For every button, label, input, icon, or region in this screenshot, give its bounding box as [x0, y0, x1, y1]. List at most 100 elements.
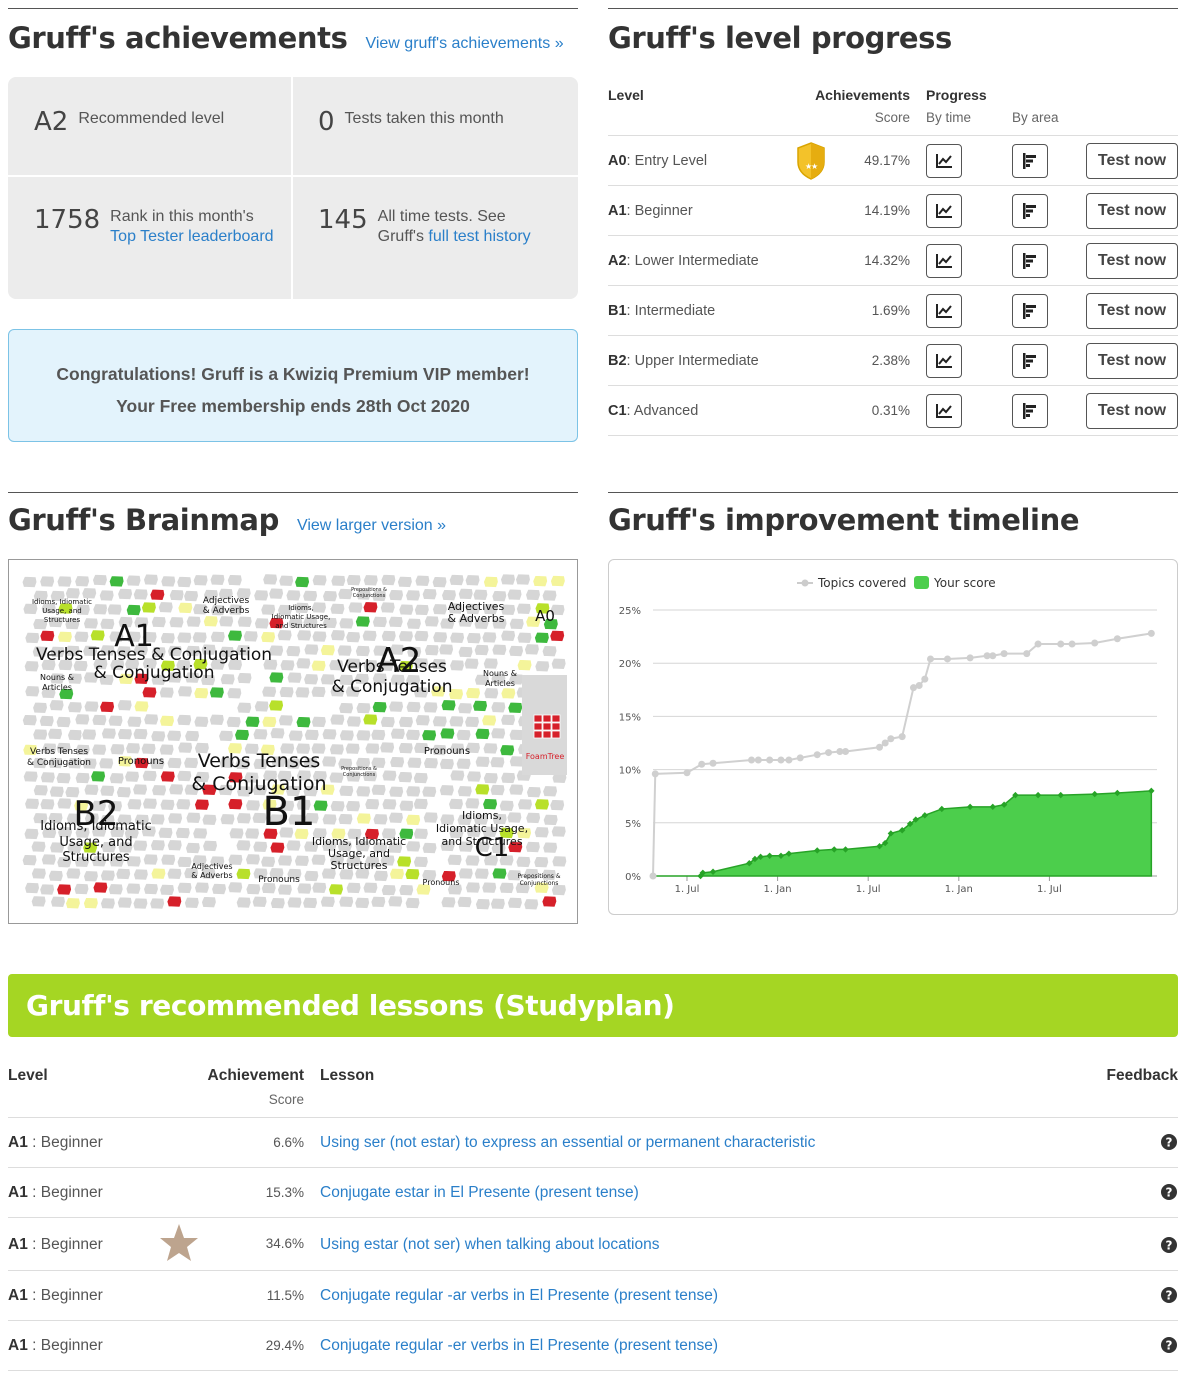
brainmap-cell — [379, 601, 396, 614]
brainmap-cell — [464, 741, 482, 755]
score-point — [876, 843, 883, 850]
progress-by-time-button[interactable] — [926, 244, 962, 278]
brainmap-cell — [525, 615, 542, 628]
progress-by-area-button[interactable] — [1012, 194, 1048, 228]
test-now-button[interactable]: Test now — [1086, 293, 1178, 329]
test-now-button[interactable]: Test now — [1086, 193, 1178, 229]
brainmap-cell — [227, 603, 244, 616]
brainmap-cell — [525, 811, 542, 825]
brainmap-cell — [295, 657, 312, 670]
level-label: : Beginner — [27, 1337, 103, 1354]
progress-by-time-button[interactable] — [926, 394, 962, 428]
brainmap-label: & Conjugation — [191, 773, 326, 795]
brainmap-label: Prepositions & — [351, 587, 387, 593]
brainmap-cell — [47, 615, 64, 629]
question-circle-icon[interactable]: ? — [1160, 1286, 1178, 1309]
brainmap-cell — [354, 896, 371, 910]
brainmap-cell — [74, 771, 91, 785]
test-now-button[interactable]: Test now — [1086, 343, 1178, 379]
progress-by-area-button[interactable] — [1012, 294, 1048, 328]
brainmap-cell — [73, 799, 90, 812]
progress-by-area-button[interactable] — [1012, 394, 1048, 428]
brainmap-cell — [201, 813, 218, 827]
progress-by-time-button[interactable] — [926, 344, 962, 378]
lesson-link[interactable]: Conjugate regular -er verbs in El Presen… — [320, 1337, 719, 1354]
brainmap-cell — [39, 883, 56, 896]
brainmap-cell — [24, 797, 41, 810]
legend-label: Your score — [933, 576, 996, 590]
brainmap-cell — [149, 838, 166, 852]
brainmap-cell — [49, 895, 66, 909]
progress-by-area-button[interactable] — [1012, 144, 1048, 178]
test-now-button[interactable]: Test now — [1086, 243, 1178, 279]
brainmap-label: Verbs Tenses — [198, 750, 321, 772]
lesson-link[interactable]: Conjugate estar in El Presente (present … — [320, 1184, 639, 1201]
brainmap-visual[interactable]: FoamTree A1 Verbs Tenses & Conjugation & Co… — [8, 559, 578, 924]
y-tick-label: 20% — [619, 659, 641, 670]
progress-by-time-button[interactable] — [926, 194, 962, 228]
brainmap-cell — [321, 813, 338, 826]
brainmap-cell — [41, 742, 58, 755]
brainmap-cell — [21, 575, 38, 589]
lesson-link[interactable]: Using estar (not ser) when talking about… — [320, 1236, 660, 1253]
brainmap-label: Idiomatic Usage, — [436, 822, 528, 835]
brainmap-label: Pronouns — [118, 756, 164, 767]
brainmap-cell — [200, 867, 217, 880]
test-now-button[interactable]: Test now — [1086, 393, 1178, 429]
level-name: A2: Lower Intermediate — [608, 253, 759, 269]
progress-by-time-button[interactable] — [926, 294, 962, 328]
lesson-score: 6.6% — [273, 1135, 304, 1150]
test-now-button[interactable]: Test now — [1086, 143, 1178, 179]
progress-by-area-button[interactable] — [1012, 344, 1048, 378]
progress-by-time-button[interactable] — [926, 144, 962, 178]
brainmap-cell — [91, 573, 108, 587]
brainmap-cell — [260, 855, 277, 869]
topics-point — [698, 760, 706, 768]
question-circle-icon[interactable]: ? — [1160, 1236, 1178, 1259]
brainmap-cell — [489, 897, 506, 911]
brainmap-cell — [269, 783, 286, 796]
question-circle-icon[interactable]: ? — [1160, 1336, 1178, 1359]
brainmap-cell — [244, 799, 261, 812]
level-label: : Intermediate — [626, 303, 716, 319]
question-circle-icon[interactable]: ? — [1160, 1183, 1178, 1206]
topics-point — [683, 769, 691, 777]
view-achievements-link[interactable]: View gruff's achievements » — [365, 35, 564, 52]
view-larger-link[interactable]: View larger version » — [296, 517, 447, 534]
brainmap-cell — [268, 813, 285, 826]
brainmap-cell — [388, 588, 405, 602]
stat-label: All time tests. See Gruff's full test hi… — [378, 205, 568, 247]
foamtree-logo-cell — [551, 722, 561, 731]
brainmap-cell — [228, 827, 245, 840]
brainmap-cell — [355, 756, 372, 770]
brainmap-cell — [150, 729, 167, 743]
level-table: Level Achievements Score Progress By tim… — [608, 83, 1178, 436]
brainmap-cell — [91, 825, 108, 838]
progress-by-area-button[interactable] — [1012, 244, 1048, 278]
brainmap-cell — [508, 783, 525, 796]
brainmap-cell — [245, 882, 262, 896]
brainmap-cell — [115, 867, 132, 881]
lesson-link[interactable]: Using ser (not estar) to express an esse… — [320, 1134, 816, 1151]
leaderboard-link[interactable]: Top Tester leaderboard — [110, 228, 274, 245]
brainmap-cell — [525, 785, 542, 799]
brainmap-cell — [523, 643, 540, 656]
brainmap-cell — [116, 755, 134, 768]
test-history-link[interactable]: full test history — [428, 228, 531, 245]
brainmap-cell — [244, 715, 261, 729]
brainmap-cell — [464, 715, 481, 729]
brainmap-cell — [83, 812, 100, 825]
topics-point — [766, 756, 774, 764]
level-label: : Lower Intermediate — [626, 253, 759, 269]
question-circle-icon[interactable]: ? — [1160, 1133, 1178, 1156]
brainmap-cell — [285, 644, 302, 658]
lesson-link[interactable]: Conjugate regular -ar verbs in El Presen… — [320, 1287, 719, 1304]
brainmap-cell — [56, 797, 73, 810]
brainmap-cell — [40, 686, 57, 700]
foamtree-brand: FoamTree — [526, 752, 565, 761]
topics-point — [881, 739, 889, 747]
brainmap-cell — [440, 699, 457, 712]
brainmap-cell — [344, 799, 362, 813]
brainmap-label: & Conjugation — [94, 663, 215, 683]
